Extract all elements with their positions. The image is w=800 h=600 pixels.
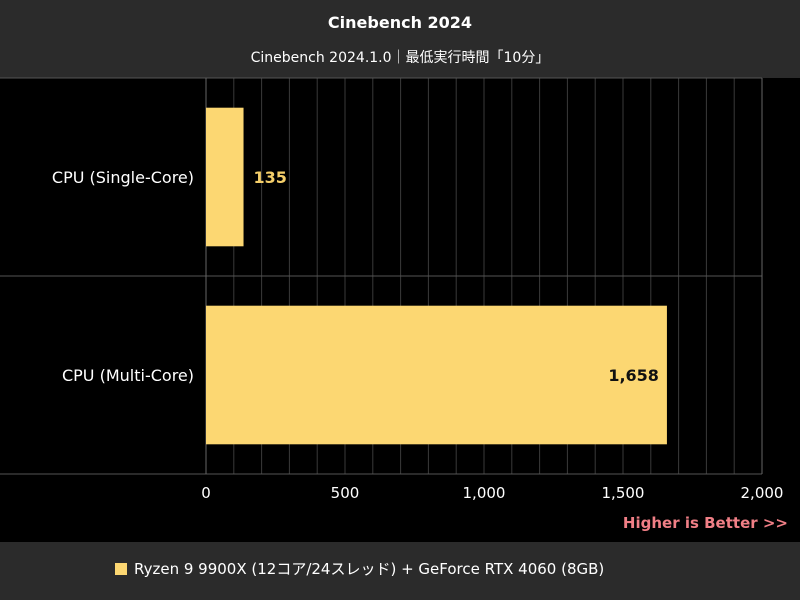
bar <box>206 107 244 247</box>
bars-layer <box>206 107 667 445</box>
category-label: CPU (Single-Core) <box>52 168 194 187</box>
higher-is-better-note: Higher is Better >> <box>623 514 788 532</box>
x-tick-label: 1,500 <box>602 484 645 502</box>
legend-swatch <box>115 563 127 575</box>
category-label: CPU (Multi-Core) <box>62 366 194 385</box>
data-label: 1,658 <box>608 366 659 385</box>
x-tick-label: 2,000 <box>741 484 784 502</box>
x-tick-label: 0 <box>201 484 211 502</box>
chart-subtitle: Cinebench 2024.1.0｜最低実行時間「10分」 <box>251 50 550 66</box>
bar <box>206 305 667 445</box>
data-label: 135 <box>254 168 287 187</box>
labels-layer: 0 500 1,000 1,500 2,000 CPU (Single-Core) 135 C… <box>52 168 784 502</box>
x-tick-label: 500 <box>331 484 360 502</box>
x-tick-label: 1,000 <box>463 484 506 502</box>
legend-label: Ryzen 9 9900X (12コア/24スレッド) + GeForce RT… <box>134 560 604 578</box>
chart-title: Cinebench 2024 <box>328 13 472 32</box>
